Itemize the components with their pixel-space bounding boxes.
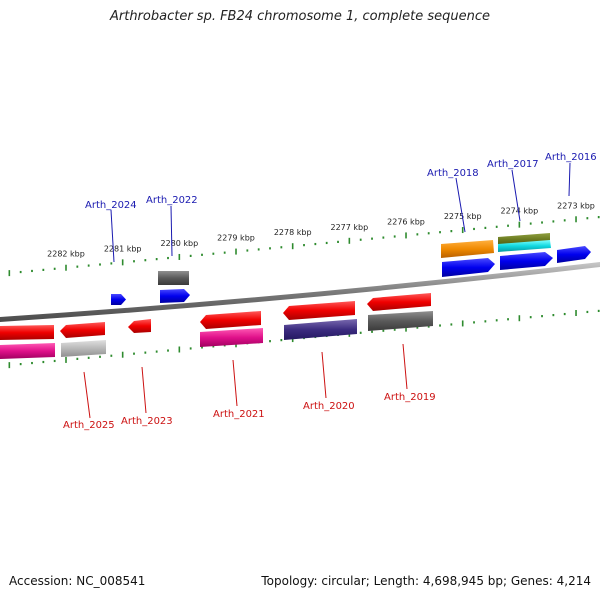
gene-arth-2023-gene[interactable]: [128, 319, 151, 333]
gene-label-arth-2016[interactable]: Arth_2016: [545, 152, 597, 163]
tick-label: 2280 kbp: [160, 239, 198, 248]
gene-arth-2016-feature[interactable]: [557, 246, 591, 263]
accession-text: Accession: NC_008541: [9, 574, 146, 588]
map-title: Arthrobacter sp. FB24 chromosome 1, comp…: [109, 9, 491, 24]
gene-label-arth-2021[interactable]: Arth_2021: [213, 409, 265, 420]
gene-arth-2019-feature[interactable]: [368, 311, 433, 331]
forward-genes: [111, 233, 591, 305]
chromosome-backbone: [0, 262, 600, 322]
gene-arth-2025-feature[interactable]: [0, 343, 55, 359]
reverse-genes: [0, 293, 433, 359]
leader-arth-2024: [110, 209, 115, 263]
leader-arth-2017: [511, 169, 521, 222]
gene-label-arth-2017[interactable]: Arth_2017: [487, 159, 539, 170]
gene-arth-2024-feature[interactable]: [111, 294, 126, 305]
gene-arth-2019-gene[interactable]: [367, 293, 431, 311]
gene-arth-2018-feature[interactable]: [442, 258, 495, 277]
leader-arth-2018: [455, 177, 466, 233]
gene-label-arth-2019[interactable]: Arth_2019: [384, 392, 436, 403]
gene-arth-2022-gene[interactable]: [158, 271, 189, 285]
tick-label: 2274 kbp: [501, 207, 539, 216]
tick-row-upper: [8, 216, 600, 277]
gene-label-arth-2018[interactable]: Arth_2018: [427, 168, 479, 179]
gene-arth-2017-feature[interactable]: [498, 240, 551, 252]
gene-arth-2021-feature[interactable]: [200, 328, 263, 347]
gene-arth-2020-feature[interactable]: [284, 319, 357, 340]
gene-label-arth-2022[interactable]: Arth_2022: [146, 195, 198, 206]
tick-label: 2281 kbp: [104, 244, 142, 253]
tick-label: 2276 kbp: [387, 217, 425, 226]
leader-arth-2020: [321, 351, 327, 399]
gene-labels: Arth_2024 Arth_2022 Arth_2018 Arth_2017 …: [63, 152, 597, 431]
gene-arth-2018-gene[interactable]: [441, 240, 494, 258]
gene-arth-2025-cds[interactable]: [60, 322, 105, 338]
tick-label: 2282 kbp: [47, 250, 85, 259]
tick-label: 2278 kbp: [274, 228, 312, 237]
gene-arth-2017-cds[interactable]: [500, 252, 553, 270]
leader-arth-2021: [232, 359, 238, 407]
gene-label-arth-2023[interactable]: Arth_2023: [121, 416, 173, 427]
leader-arth-2023: [141, 366, 147, 414]
topology-summary: Topology: circular; Length: 4,698,945 bp…: [261, 574, 591, 588]
leader-arth-2022: [170, 205, 173, 257]
tick-label: 2279 kbp: [217, 234, 255, 243]
tick-label: 2277 kbp: [330, 223, 368, 232]
gene-label-arth-2024[interactable]: Arth_2024: [85, 200, 137, 211]
leader-arth-2025: [83, 371, 91, 419]
leader-arth-2016: [568, 162, 571, 197]
gene-arth-2025-gene[interactable]: [0, 325, 54, 340]
leader-arth-2019: [402, 343, 408, 390]
tick-label: 2273 kbp: [557, 201, 595, 210]
gene-arth-2022-feature[interactable]: [160, 289, 190, 303]
gene-arth-2025-misc[interactable]: [61, 340, 106, 357]
gene-arth-2021-gene[interactable]: [200, 311, 261, 329]
gene-label-arth-2025[interactable]: Arth_2025: [63, 420, 115, 431]
gene-arth-2020-gene[interactable]: [283, 301, 355, 320]
gene-label-arth-2020[interactable]: Arth_2020: [303, 401, 355, 412]
